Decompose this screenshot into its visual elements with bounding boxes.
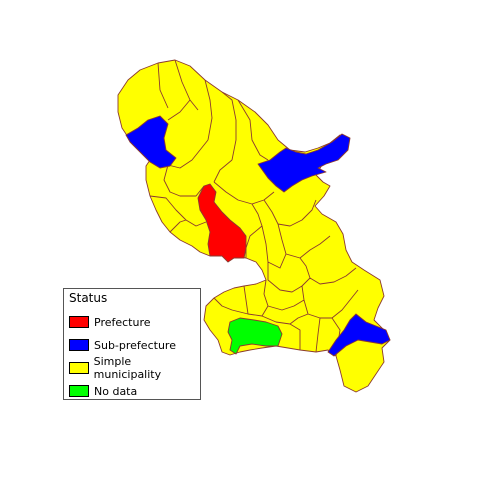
no-data-municipality bbox=[227, 317, 283, 355]
prefecture-municipality bbox=[197, 183, 247, 263]
legend-item-simple-municipality: Simple municipality bbox=[69, 355, 200, 381]
legend-swatch-prefecture bbox=[69, 316, 89, 328]
island-simple-municipalities bbox=[117, 59, 391, 393]
sub-prefecture-la-trinite bbox=[257, 133, 351, 193]
legend-label-no-data: No data bbox=[94, 384, 138, 398]
legend-item-sub-prefecture: Sub-prefecture bbox=[69, 338, 176, 352]
legend-swatch-no-data bbox=[69, 385, 89, 397]
sub-prefecture-saint-pierre bbox=[125, 115, 177, 169]
legend-item-prefecture: Prefecture bbox=[69, 315, 151, 329]
legend: Status Prefecture Sub-prefecture Simple … bbox=[63, 288, 201, 400]
municipality-borders bbox=[149, 59, 359, 357]
legend-label-simple-municipality: Simple municipality bbox=[93, 355, 162, 381]
sub-prefecture-le-marin bbox=[327, 313, 391, 357]
legend-title: Status bbox=[69, 291, 108, 305]
legend-label-sub-prefecture: Sub-prefecture bbox=[94, 338, 176, 352]
legend-swatch-simple-municipality bbox=[69, 362, 89, 374]
legend-swatch-sub-prefecture bbox=[69, 339, 89, 351]
legend-item-no-data: No data bbox=[69, 384, 137, 398]
legend-label-prefecture: Prefecture bbox=[94, 315, 151, 329]
